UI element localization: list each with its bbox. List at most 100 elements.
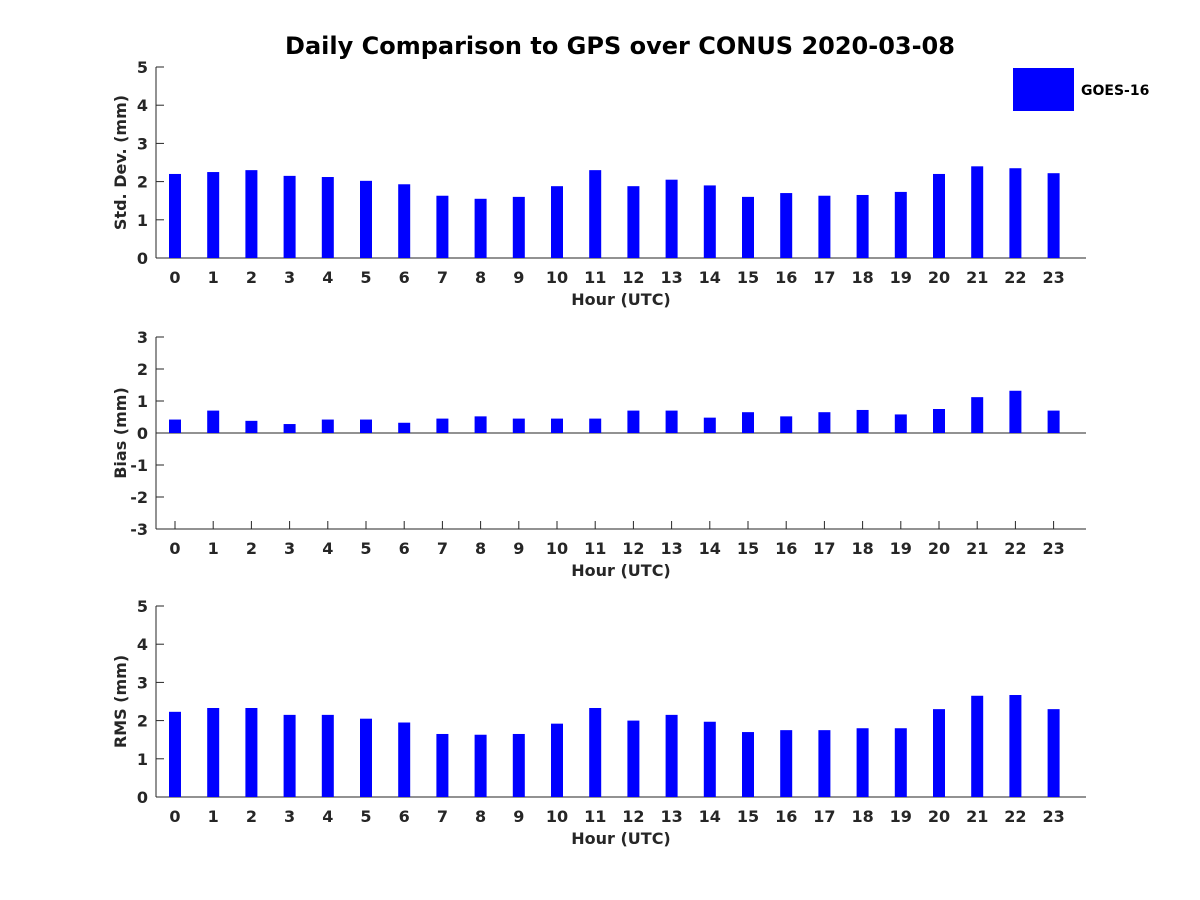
std-dev-y-tick-label: 5 xyxy=(137,58,148,77)
rms-y-tick-label: 1 xyxy=(137,750,148,769)
bias-y-tick-label: -3 xyxy=(130,520,148,539)
std-dev-bar xyxy=(742,196,754,258)
std-dev-x-tick-label: 19 xyxy=(890,268,912,287)
rms-bar xyxy=(207,707,220,797)
rms-x-axis-label: Hour (UTC) xyxy=(571,829,671,848)
std-dev-y-tick-label: 4 xyxy=(137,96,148,115)
rms-bar xyxy=(971,695,984,797)
bias-x-tick-label: 18 xyxy=(851,539,873,558)
std-dev-bar xyxy=(589,170,602,258)
std-dev-bar xyxy=(512,196,525,258)
rms-x-tick-label: 2 xyxy=(246,807,257,826)
std-dev-x-tick-label: 0 xyxy=(169,268,180,287)
bias-x-tick-label: 5 xyxy=(360,539,371,558)
legend-label: GOES-16 xyxy=(1081,83,1149,99)
bias-bar xyxy=(665,410,678,433)
bias-bar xyxy=(398,422,411,433)
rms-bar xyxy=(665,714,678,797)
bias-bar xyxy=(780,416,793,433)
bias-y-tick-label: 2 xyxy=(137,360,148,379)
std-dev-bar xyxy=(627,186,640,258)
rms-bar xyxy=(780,730,793,797)
std-dev-bar xyxy=(1047,173,1060,258)
rms-bar xyxy=(474,734,487,797)
rms-bar xyxy=(360,718,372,797)
std-dev-x-tick-label: 17 xyxy=(813,268,835,287)
rms-x-tick-label: 3 xyxy=(284,807,295,826)
legend: GOES-16 xyxy=(1013,68,1149,111)
bias-bar xyxy=(818,412,831,433)
bias-x-tick-label: 4 xyxy=(322,539,333,558)
rms-x-tick-label: 13 xyxy=(660,807,682,826)
rms-x-tick-label: 9 xyxy=(513,807,524,826)
std-dev-bar xyxy=(245,170,258,258)
std-dev-x-tick-label: 9 xyxy=(513,268,524,287)
bias-bar xyxy=(742,412,754,433)
rms-y-tick-label: 2 xyxy=(137,712,148,731)
std-dev-x-axis-label: Hour (UTC) xyxy=(571,290,671,309)
rms-x-tick-label: 15 xyxy=(737,807,759,826)
rms-bar xyxy=(627,720,640,797)
bias-x-tick-label: 21 xyxy=(966,539,988,558)
bias-y-tick-label: -1 xyxy=(130,456,148,475)
rms-x-tick-label: 14 xyxy=(699,807,721,826)
bias-x-tick-label: 12 xyxy=(622,539,644,558)
bias-bar xyxy=(551,418,563,433)
bias-bar xyxy=(474,416,487,433)
std-dev-bar xyxy=(780,193,793,258)
bias-y-tick-label: 3 xyxy=(137,328,148,347)
bias-bar xyxy=(512,418,525,433)
bias-bar xyxy=(207,410,220,433)
bias-bar xyxy=(360,419,372,433)
std-dev-y-tick-label: 1 xyxy=(137,211,148,230)
bias-y-tick-label: 0 xyxy=(137,424,148,443)
bias-x-tick-label: 9 xyxy=(513,539,524,558)
bias-bar xyxy=(436,418,449,433)
std-dev-x-tick-label: 13 xyxy=(660,268,682,287)
std-dev-x-tick-label: 12 xyxy=(622,268,644,287)
bias-x-tick-label: 15 xyxy=(737,539,759,558)
std-dev-bar xyxy=(283,175,296,258)
std-dev-x-tick-label: 1 xyxy=(208,268,219,287)
std-dev-x-tick-label: 23 xyxy=(1042,268,1064,287)
std-dev-x-tick-label: 22 xyxy=(1004,268,1026,287)
rms-bar xyxy=(856,728,869,797)
rms-x-tick-label: 23 xyxy=(1042,807,1064,826)
std-dev-x-tick-label: 8 xyxy=(475,268,486,287)
rms-bar xyxy=(512,733,525,797)
std-dev-x-tick-label: 14 xyxy=(699,268,721,287)
bias-bar xyxy=(894,414,907,433)
bias-x-tick-label: 22 xyxy=(1004,539,1026,558)
rms-x-tick-label: 18 xyxy=(851,807,873,826)
std-dev-bar xyxy=(207,172,220,258)
std-dev-y-tick-label: 0 xyxy=(137,249,148,268)
bias-bar xyxy=(321,419,334,433)
std-dev-y-axis-label: Std. Dev. (mm) xyxy=(111,95,130,230)
bias-bar xyxy=(627,410,640,433)
std-dev-y-tick-label: 3 xyxy=(137,134,148,153)
bias-x-tick-label: 7 xyxy=(437,539,448,558)
rms-x-tick-label: 21 xyxy=(966,807,988,826)
bias-y-axis-label: Bias (mm) xyxy=(111,387,130,479)
rms-x-tick-label: 19 xyxy=(890,807,912,826)
rms-x-tick-label: 20 xyxy=(928,807,950,826)
bias-x-tick-label: 19 xyxy=(890,539,912,558)
rms-y-tick-label: 3 xyxy=(137,673,148,692)
rms-bar xyxy=(398,722,411,797)
std-dev-x-tick-label: 15 xyxy=(737,268,759,287)
rms-x-tick-label: 4 xyxy=(322,807,333,826)
std-dev-x-tick-label: 10 xyxy=(546,268,568,287)
bias-x-tick-label: 6 xyxy=(399,539,410,558)
rms-x-tick-label: 11 xyxy=(584,807,606,826)
bias-x-tick-label: 3 xyxy=(284,539,295,558)
legend-swatch xyxy=(1013,68,1074,111)
bias-x-tick-label: 20 xyxy=(928,539,950,558)
rms-bar xyxy=(894,728,907,797)
rms-x-tick-label: 7 xyxy=(437,807,448,826)
figure-title: Daily Comparison to GPS over CONUS 2020-… xyxy=(285,32,955,60)
rms-bar xyxy=(703,721,716,797)
std-dev-bar xyxy=(321,177,334,258)
rms-bar xyxy=(436,733,449,797)
bias-x-tick-label: 10 xyxy=(546,539,568,558)
bias-bar xyxy=(589,418,602,433)
